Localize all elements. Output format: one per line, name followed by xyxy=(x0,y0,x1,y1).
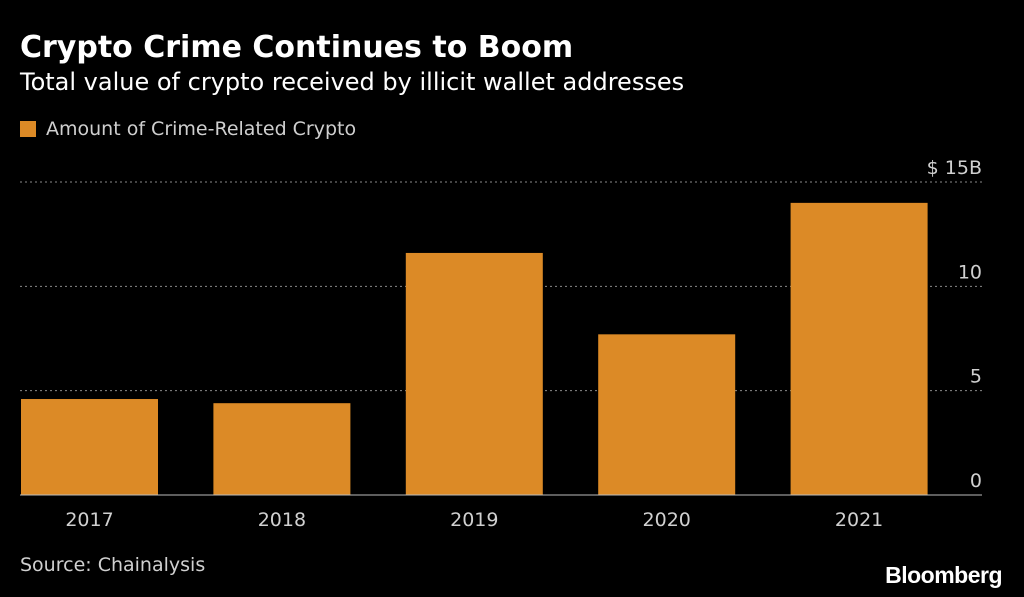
bar-2017 xyxy=(21,399,158,495)
y-tick-label: 0 xyxy=(970,470,982,492)
x-tick-label: 2018 xyxy=(258,509,306,531)
legend-swatch xyxy=(20,121,36,137)
legend-label: Amount of Crime-Related Crypto xyxy=(46,118,357,140)
y-tick-label: $ 15B xyxy=(927,157,982,179)
x-tick-label: 2017 xyxy=(65,509,113,531)
bloomberg-logo: Bloomberg xyxy=(885,562,1002,588)
bar-2018 xyxy=(213,403,351,495)
x-tick-label: 2019 xyxy=(450,509,498,531)
x-tick-label: 2020 xyxy=(643,509,691,531)
y-tick-label: 10 xyxy=(958,261,982,283)
bar-2019 xyxy=(405,252,543,495)
legend: Amount of Crime-Related Crypto xyxy=(20,118,356,140)
source-note: Source: Chainalysis xyxy=(20,554,206,576)
x-tick-label: 2021 xyxy=(835,509,883,531)
bar-2021 xyxy=(790,202,928,495)
chart-title: Crypto Crime Continues to Boom xyxy=(20,30,574,65)
y-tick-label: 5 xyxy=(970,366,982,388)
bar-2020 xyxy=(598,334,736,495)
chart-subtitle: Total value of crypto received by illici… xyxy=(20,68,685,96)
